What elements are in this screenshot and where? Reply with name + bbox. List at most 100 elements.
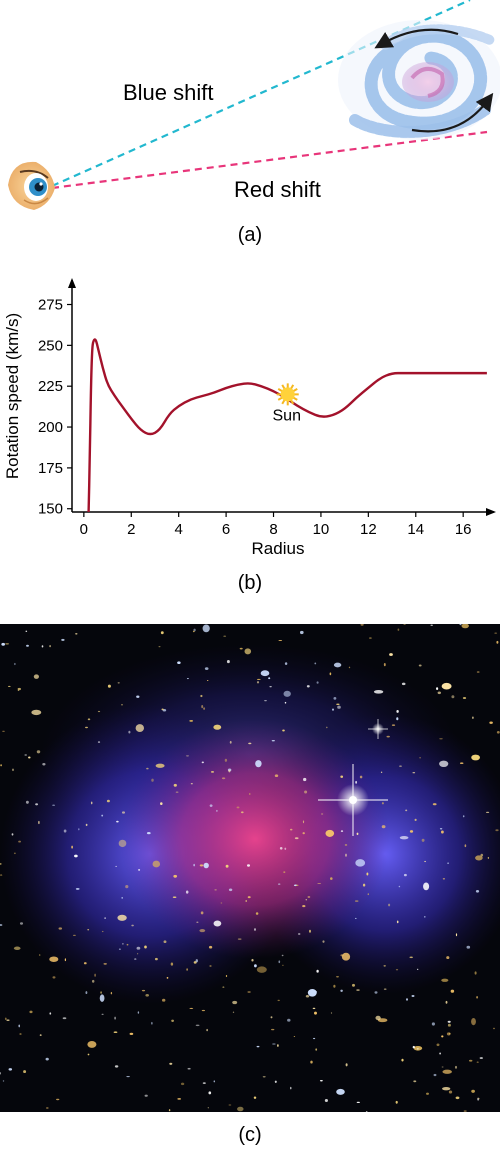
chart-ticks: 0 2 4 6 8 10 12 14 16 150 175 200 225 250 275 <box>38 297 472 538</box>
galaxy-dot <box>424 916 426 918</box>
galaxy-dot <box>341 952 351 961</box>
galaxy-dot <box>412 772 416 774</box>
galaxy-dot <box>200 694 203 698</box>
sun-label: Sun <box>273 407 301 424</box>
galaxy-dot <box>120 704 124 706</box>
galaxy-dot <box>366 872 369 876</box>
galaxy-dot <box>277 999 280 1002</box>
galaxy-dot <box>306 685 310 688</box>
galaxy-dot <box>310 1060 313 1064</box>
galaxy-dot <box>138 869 141 871</box>
galaxy-dot <box>35 803 39 806</box>
galaxy-dot <box>199 864 204 867</box>
bright-star-icon <box>318 764 388 836</box>
galaxy-dot <box>216 809 218 812</box>
galaxy-dot <box>38 954 41 956</box>
galaxy-dot <box>239 647 243 650</box>
galaxy-dot <box>480 853 484 857</box>
galaxy-dot <box>220 902 223 904</box>
galaxy-dot <box>268 677 271 680</box>
galaxy-dot <box>137 1011 140 1014</box>
galaxy-dot <box>251 958 254 962</box>
galaxy-dot <box>177 661 181 664</box>
galaxy-dot <box>485 811 490 814</box>
galaxy-dot <box>110 991 113 995</box>
galaxy-dot <box>99 994 105 1002</box>
galaxy-dot <box>186 968 188 971</box>
galaxy-dot <box>278 960 281 964</box>
galaxy-dot <box>207 679 209 682</box>
x-tick-label: 4 <box>175 521 183 538</box>
galaxy-dot <box>416 1048 419 1050</box>
galaxy-dot <box>169 1062 173 1065</box>
galaxy-dot <box>326 726 328 729</box>
galaxy-dot <box>448 1032 451 1035</box>
galaxy-dot <box>84 726 89 729</box>
galaxy-dot <box>122 943 124 945</box>
galaxy-dot <box>340 954 344 957</box>
galaxy-dot <box>245 900 247 902</box>
galaxy-dot <box>436 1043 440 1047</box>
galaxy-dot <box>75 887 80 890</box>
galaxy-dot <box>386 735 390 738</box>
galaxy-dot <box>118 948 121 950</box>
galaxy-dot <box>439 828 443 830</box>
galaxy-dot <box>426 1092 429 1095</box>
galaxy-dot <box>163 940 167 944</box>
galaxy-dot <box>170 962 174 966</box>
galaxy-dot <box>299 630 304 635</box>
galaxy-dot <box>459 762 464 764</box>
galaxy-dot <box>128 730 131 734</box>
y-tick-label: 225 <box>38 378 63 395</box>
x-tick-label: 6 <box>222 521 230 538</box>
galaxy-dot <box>240 811 244 814</box>
galaxy-dot <box>39 1034 42 1036</box>
galaxy-dot <box>107 684 111 688</box>
galaxy-dot <box>367 893 369 896</box>
galaxy-dot <box>442 1087 451 1091</box>
galaxy-dot <box>260 670 270 677</box>
galaxy-dot <box>304 790 308 794</box>
galaxy-dot <box>324 1098 328 1103</box>
galaxy-dot <box>152 860 161 868</box>
galaxy-dot <box>161 708 164 711</box>
galaxy-dot <box>172 896 177 898</box>
galaxy-dot <box>2 1080 5 1082</box>
galaxy-dot <box>355 780 357 784</box>
galaxy-dot <box>356 989 360 991</box>
galaxy-dot <box>4 1017 7 1020</box>
galaxy-dot <box>177 1098 182 1100</box>
galaxy-dot <box>476 996 479 999</box>
y-tick-label: 175 <box>38 460 63 477</box>
galaxy-dot <box>270 1016 273 1019</box>
galaxy-dot <box>316 969 319 973</box>
galaxy-dot <box>302 832 305 835</box>
galaxy-dot <box>7 685 11 687</box>
galaxy-dot <box>190 783 193 785</box>
galaxy-dot <box>468 1059 473 1062</box>
galaxy-dot <box>462 696 467 700</box>
galaxy-dot <box>87 1040 97 1048</box>
galaxy-dot <box>206 1028 208 1032</box>
galaxy-dot <box>442 1069 452 1074</box>
galaxy-dot <box>398 885 401 888</box>
galaxy-dot <box>103 963 107 965</box>
galaxy-dot <box>272 1043 276 1045</box>
galaxy-dot <box>173 783 177 787</box>
galaxy-dot <box>462 815 465 818</box>
galaxy-dot <box>330 1012 333 1014</box>
galaxy-dot <box>187 1067 191 1070</box>
galaxy-dot <box>330 877 333 880</box>
galaxy-dot <box>380 771 383 773</box>
galaxy-dot <box>213 920 222 927</box>
sun-icon <box>276 383 299 406</box>
galaxy-dot <box>101 930 104 933</box>
galaxy-dot <box>451 695 455 699</box>
galaxy-dot <box>135 724 144 733</box>
galaxy-dot <box>78 828 80 831</box>
galaxy-dot <box>195 959 198 963</box>
galaxy-dot <box>293 1035 296 1038</box>
galaxy-dot <box>447 1023 451 1027</box>
galaxy-dot <box>437 691 442 695</box>
galaxy-dot <box>269 686 272 688</box>
